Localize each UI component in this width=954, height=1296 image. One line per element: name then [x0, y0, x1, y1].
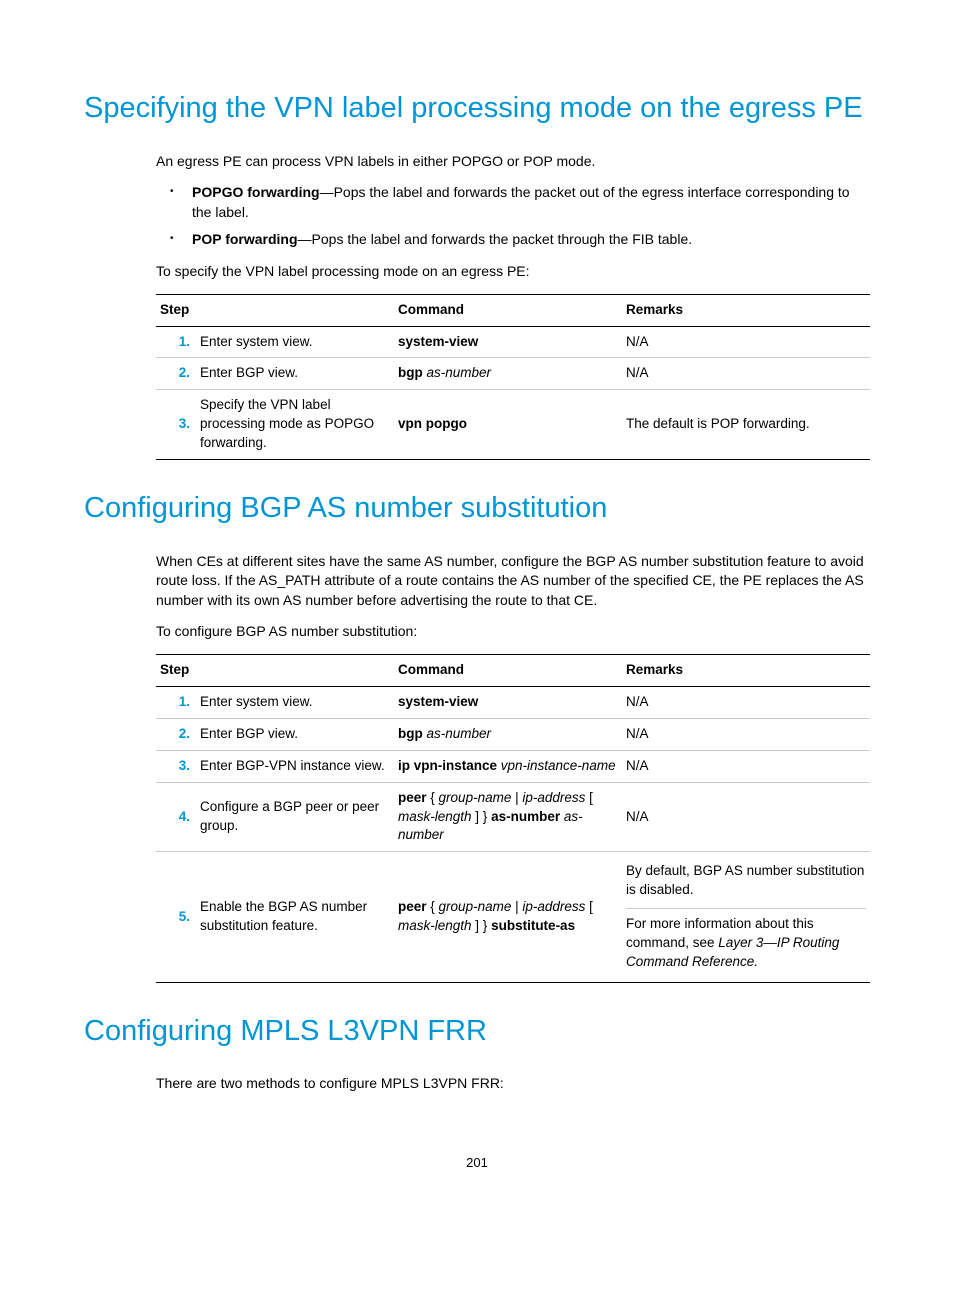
step-remarks: N/A	[622, 750, 870, 782]
list-item: POPGO forwarding—Pops the label and forw…	[156, 183, 870, 222]
table-row: 3. Enter BGP-VPN instance view. ip vpn-i…	[156, 750, 870, 782]
step-remarks: N/A	[622, 782, 870, 852]
step-command: peer { group-name | ip-address [ mask-le…	[394, 782, 622, 852]
cmd-bold: peer	[398, 899, 427, 914]
cmd-text: ] }	[472, 918, 492, 933]
step-command: peer { group-name | ip-address [ mask-le…	[394, 852, 622, 982]
page-number: 201	[84, 1154, 870, 1172]
col-command: Command	[394, 655, 622, 687]
cmd-arg: group-name	[439, 899, 512, 914]
section-body: There are two methods to configure MPLS …	[156, 1074, 870, 1094]
cmd-bold: ip vpn-instance	[398, 758, 497, 773]
step-command: ip vpn-instance vpn-instance-name	[394, 750, 622, 782]
step-number: 2.	[156, 718, 196, 750]
cmd-bold: substitute-as	[491, 918, 575, 933]
step-desc: Enter system view.	[196, 326, 394, 358]
step-remarks: By default, BGP AS number substitution i…	[622, 852, 870, 982]
table-row: 1. Enter system view. system-view N/A	[156, 326, 870, 358]
bullet-list: POPGO forwarding —Pops the label and forw…	[156, 183, 870, 250]
cmd-text: |	[511, 899, 522, 914]
step-command: bgp as-number	[394, 358, 622, 390]
section-heading: Specifying the VPN label processing mode…	[84, 90, 870, 128]
step-remarks: N/A	[622, 358, 870, 390]
cmd-bold: bgp	[398, 726, 423, 741]
step-desc: Specify the VPN label processing mode as…	[196, 390, 394, 460]
table-row: 2. Enter BGP view. bgp as-number N/A	[156, 358, 870, 390]
intro-paragraph: When CEs at different sites have the sam…	[156, 552, 870, 611]
step-number: 3.	[156, 390, 196, 460]
table-row: 2. Enter BGP view. bgp as-number N/A	[156, 718, 870, 750]
section-heading: Configuring MPLS L3VPN FRR	[84, 1013, 870, 1051]
cmd-bold: bgp	[398, 365, 423, 380]
cmd-text: ] }	[472, 809, 492, 824]
cmd-text: |	[511, 790, 522, 805]
step-number: 2.	[156, 358, 196, 390]
cmd-text: {	[427, 790, 439, 805]
definition: —Pops the label and forwards the packet …	[298, 231, 693, 247]
cmd-arg: mask-length	[398, 918, 472, 933]
cmd-arg: as-number	[423, 365, 491, 380]
col-step: Step	[156, 294, 394, 326]
table-row: 4. Configure a BGP peer or peer group. p…	[156, 782, 870, 852]
table-row: 5. Enable the BGP AS number substitution…	[156, 852, 870, 982]
list-item: POP forwarding—Pops the label and forwar…	[156, 230, 870, 250]
term: POPGO forwarding	[192, 184, 320, 200]
step-remarks: N/A	[622, 326, 870, 358]
section-heading: Configuring BGP AS number substitution	[84, 490, 870, 528]
remark-line: By default, BGP AS number substitution i…	[626, 858, 866, 904]
lead-paragraph: To specify the VPN label processing mode…	[156, 262, 870, 282]
step-command: bgp as-number	[394, 718, 622, 750]
col-command: Command	[394, 294, 622, 326]
col-step: Step	[156, 655, 394, 687]
cmd-bold: as-number	[491, 809, 560, 824]
step-remarks: The default is POP forwarding.	[622, 390, 870, 460]
step-command: vpn popgo	[394, 390, 622, 460]
cmd-arg: ip-address	[522, 899, 585, 914]
col-remarks: Remarks	[622, 294, 870, 326]
step-remarks: N/A	[622, 718, 870, 750]
step-number: 1.	[156, 686, 196, 718]
step-number: 5.	[156, 852, 196, 982]
step-remarks: N/A	[622, 686, 870, 718]
intro-paragraph: An egress PE can process VPN labels in e…	[156, 152, 870, 172]
step-desc: Enter BGP-VPN instance view.	[196, 750, 394, 782]
step-desc: Enter system view.	[196, 686, 394, 718]
procedure-table: Step Command Remarks 1. Enter system vie…	[156, 654, 870, 983]
cmd-text: [	[585, 790, 593, 805]
cmd-arg: group-name	[439, 790, 512, 805]
step-number: 3.	[156, 750, 196, 782]
cmd-bold: peer	[398, 790, 427, 805]
remark-line: For more information about this command,…	[626, 908, 866, 976]
cmd-text: {	[427, 899, 439, 914]
cmd-arg: ip-address	[522, 790, 585, 805]
cmd-arg: vpn-instance-name	[497, 758, 616, 773]
cmd-text: vpn popgo	[398, 416, 467, 431]
term: POP forwarding	[192, 231, 298, 247]
section-body: An egress PE can process VPN labels in e…	[156, 152, 870, 460]
step-command: system-view	[394, 326, 622, 358]
cmd-text: system-view	[398, 694, 478, 709]
cmd-arg: as-number	[423, 726, 491, 741]
table-row: 3. Specify the VPN label processing mode…	[156, 390, 870, 460]
step-number: 4.	[156, 782, 196, 852]
intro-paragraph: There are two methods to configure MPLS …	[156, 1074, 870, 1094]
cmd-text: system-view	[398, 334, 478, 349]
step-command: system-view	[394, 686, 622, 718]
cmd-arg: mask-length	[398, 809, 472, 824]
step-desc: Configure a BGP peer or peer group.	[196, 782, 394, 852]
table-row: 1. Enter system view. system-view N/A	[156, 686, 870, 718]
cmd-text: [	[585, 899, 593, 914]
col-remarks: Remarks	[622, 655, 870, 687]
procedure-table: Step Command Remarks 1. Enter system vie…	[156, 294, 870, 460]
step-desc: Enter BGP view.	[196, 358, 394, 390]
lead-paragraph: To configure BGP AS number substitution:	[156, 622, 870, 642]
section-body: When CEs at different sites have the sam…	[156, 552, 870, 983]
step-number: 1.	[156, 326, 196, 358]
step-desc: Enable the BGP AS number substitution fe…	[196, 852, 394, 982]
step-desc: Enter BGP view.	[196, 718, 394, 750]
